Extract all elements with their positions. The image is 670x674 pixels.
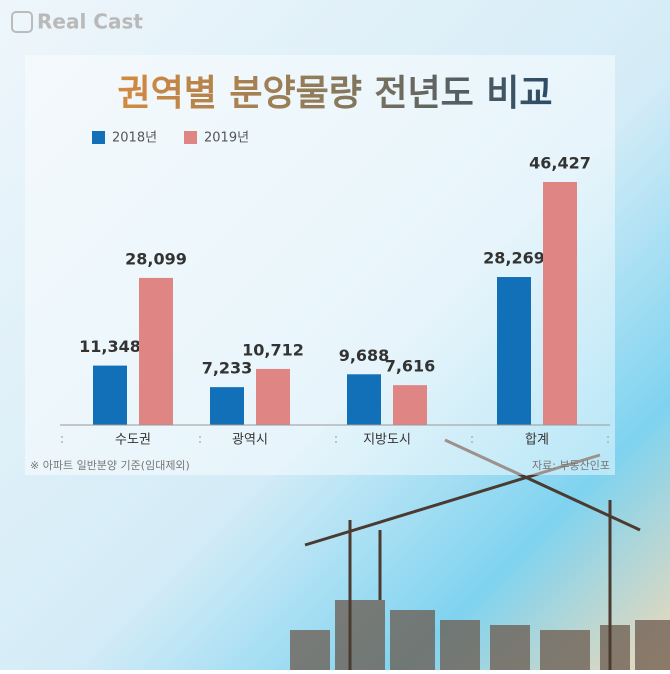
legend: 2018년 2019년 (92, 131, 249, 146)
value-label: 28,099 (125, 249, 187, 268)
city-silhouette (290, 600, 670, 670)
logo: Real Cast (11, 10, 143, 34)
value-label: 7,616 (385, 357, 436, 376)
brand: Real Cast (37, 10, 143, 34)
bar (139, 277, 173, 425)
value-label: 11,348 (79, 337, 141, 356)
value-label: 10,712 (242, 340, 304, 359)
value-label: 28,269 (483, 249, 545, 268)
footnote: ※ 아파트 일반분양 기준(임대제외) (30, 458, 190, 472)
legend-label: 2018년 (112, 131, 157, 146)
value-label: 9,688 (339, 346, 390, 365)
cranes (304, 438, 641, 670)
value-label: 46,427 (529, 154, 591, 173)
x-tick-label: 합계 (525, 433, 549, 448)
value-label: 7,233 (202, 359, 253, 378)
bar (393, 385, 427, 425)
legend-swatch (184, 131, 197, 144)
x-tick-label: 수도권 (115, 433, 151, 448)
chart-title: 권역별 분양물량 전년도 비교 (117, 73, 552, 114)
legend-swatch (92, 131, 105, 144)
bar (93, 365, 127, 425)
x-tick-label: 광역시 (232, 433, 268, 448)
legend-label: 2019년 (204, 131, 249, 146)
source: 자료: 부동산인포 (532, 459, 610, 472)
bar (347, 374, 381, 425)
bar (256, 368, 290, 425)
bar (543, 182, 577, 425)
x-tick-label: 지방도시 (363, 433, 411, 448)
bar (210, 387, 244, 425)
bar (497, 277, 531, 425)
